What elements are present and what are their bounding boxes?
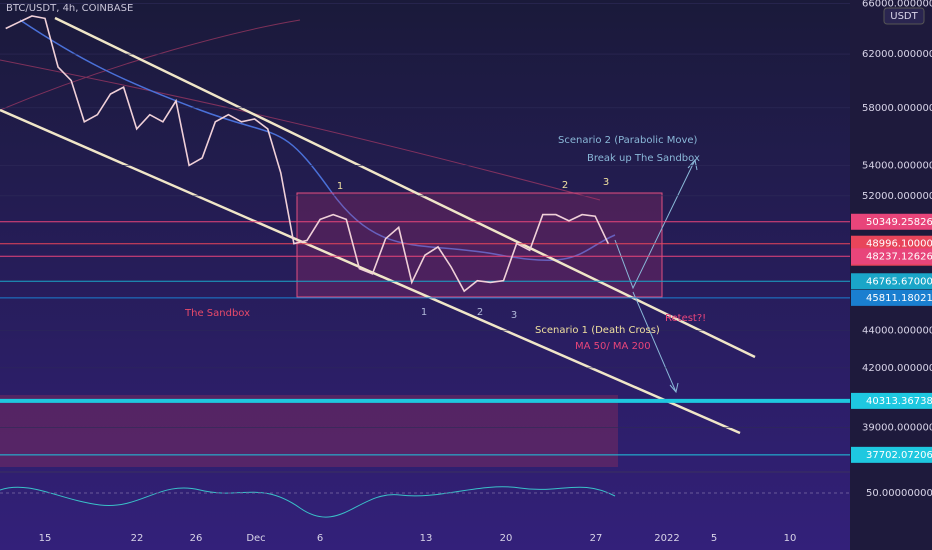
price-badge-label: 45811.18021892 [866, 293, 932, 304]
price-badge [851, 213, 932, 230]
currency-badge[interactable] [883, 7, 925, 25]
x-tick-label: 10 [784, 533, 797, 544]
x-tick-label: Dec [246, 533, 265, 544]
annotation: 1 [337, 181, 343, 192]
rsi-tick-label: 50.00000000 [866, 488, 932, 499]
y-tick-label: 58000.00000000 [862, 103, 932, 114]
x-tick-label: 5 [711, 533, 717, 544]
y-tick-label: 39000.00000000 [862, 423, 932, 434]
annotation: Break up The Sandbox [587, 153, 700, 164]
channel-line [54, 16, 756, 359]
sandbox-box [296, 192, 663, 298]
annotation: 3 [603, 177, 609, 188]
x-tick-label: 22 [131, 533, 144, 544]
price-badge-label: 50349.25826883 [866, 217, 932, 228]
annotation: Scenario 2 (Parabolic Move) [558, 135, 698, 146]
y-tick-label: 54000.00000000 [862, 160, 932, 171]
annotation: 2 [562, 180, 568, 191]
rsi-line [0, 486, 616, 518]
y-tick-label: 62000.00000000 [862, 49, 932, 60]
price-badge-label: 37702.07206957 [866, 450, 932, 461]
arrow [632, 291, 679, 394]
price-badge [851, 273, 932, 290]
y-tick-label: 42000.00000000 [862, 363, 932, 374]
channel-line [0, 108, 741, 435]
price-badge [851, 392, 932, 409]
symbol-header: BTC/USDT, 4h, COINBASE [6, 3, 133, 14]
x-tick-label: 27 [590, 533, 603, 544]
plot-background [0, 0, 850, 550]
price-badge [851, 289, 932, 306]
currency-label: USDT [890, 11, 918, 22]
annotation: Scenario 1 (Death Cross) [535, 325, 660, 336]
y-tick-label: 66000.00000000 [862, 0, 932, 10]
annotation: 2 [477, 307, 483, 318]
price-badge-label: 40313.36738692 [866, 396, 932, 407]
price-badge-label: 48237.12626773 [866, 251, 932, 262]
x-tick-label: 26 [190, 533, 203, 544]
price-badge [851, 446, 932, 463]
annotation: The Sandbox [184, 308, 250, 319]
annotation: Retest?! [665, 313, 706, 324]
annotation: MA 50/ MA 200 [575, 341, 651, 352]
x-tick-label: 15 [39, 533, 52, 544]
price-badge [851, 235, 932, 252]
price-badge-label: 48996.10000000 [866, 239, 932, 250]
x-tick-label: 6 [317, 533, 323, 544]
price-badge [851, 248, 932, 265]
ma-line [19, 19, 616, 262]
x-tick-label: 20 [500, 533, 513, 544]
y-tick-label: 44000.00000000 [862, 325, 932, 336]
x-tick-label: 13 [420, 533, 433, 544]
volume-area [0, 395, 618, 467]
price-badge-label: 46765.67000000 [866, 276, 932, 287]
x-tick-label: 2022 [654, 533, 679, 544]
price-line [5, 15, 610, 293]
annotation: 1 [421, 307, 427, 318]
annotation: 3 [511, 310, 517, 321]
y-tick-label: 52000.00000000 [862, 191, 932, 202]
